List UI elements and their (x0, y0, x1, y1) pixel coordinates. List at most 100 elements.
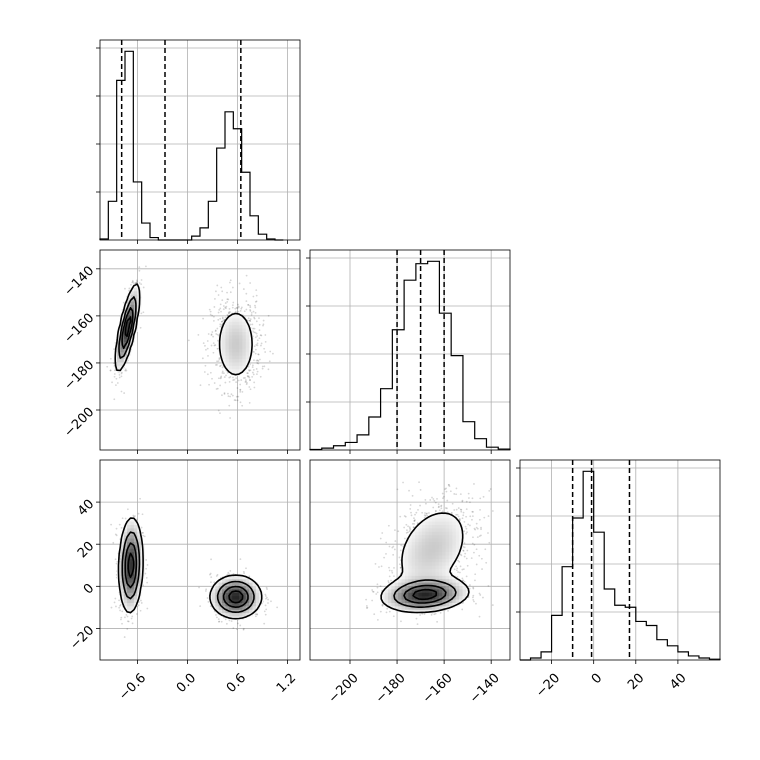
density-cell (137, 575, 142, 580)
density-cell (408, 609, 413, 614)
sample-point (250, 311, 253, 314)
sample-point (135, 281, 138, 284)
density-cell (130, 602, 135, 607)
sample-point (463, 546, 466, 549)
sample-point (218, 309, 221, 311)
sample-point (254, 613, 257, 616)
sample-point (239, 624, 242, 627)
density-cell (255, 592, 260, 597)
sample-point (381, 604, 384, 607)
sample-point (398, 563, 401, 566)
density-cell (137, 588, 142, 593)
density-cell (238, 578, 243, 583)
sample-point (142, 311, 145, 314)
sample-point (460, 510, 463, 513)
sample-point (247, 303, 250, 306)
density-cell (245, 609, 250, 614)
sample-point (137, 512, 140, 515)
sample-point (225, 307, 227, 310)
density-cell (123, 544, 128, 549)
sample-point (201, 357, 204, 360)
density-cell (218, 344, 223, 349)
joint-panel-p2-p3 (309, 459, 511, 661)
sample-point (421, 511, 424, 514)
hist-bars-p2 (309, 260, 511, 451)
sample-point (453, 568, 456, 571)
density-cell (232, 324, 237, 329)
sample-point (416, 623, 419, 626)
sample-point (199, 605, 202, 608)
density-cell (398, 598, 403, 603)
density-cell (228, 612, 233, 617)
sample-point (387, 581, 390, 584)
sample-point (243, 310, 246, 313)
density-cell (415, 609, 420, 614)
density-cell (222, 334, 227, 339)
density-cell (123, 338, 128, 343)
sample-point (210, 333, 213, 336)
sample-point (458, 571, 461, 574)
sample-point (217, 377, 220, 380)
density-cell (235, 365, 240, 370)
sample-point (267, 598, 269, 601)
density-cell (401, 598, 406, 603)
sample-point (121, 622, 123, 625)
sample-point (472, 594, 475, 597)
sample-point (407, 525, 409, 528)
sample-point (110, 523, 113, 526)
sample-point (456, 576, 459, 578)
density-cell (408, 605, 413, 610)
sample-point (250, 313, 253, 316)
sample-point (248, 369, 250, 371)
sample-point (221, 299, 224, 302)
density-cell (391, 595, 396, 600)
sample-point (120, 618, 122, 621)
density-cell (225, 598, 230, 603)
sample-point (394, 529, 396, 532)
sample-point (455, 569, 458, 572)
sample-point (126, 620, 129, 623)
sample-point (410, 511, 412, 514)
density-cell (411, 537, 416, 542)
density-cell (255, 602, 260, 607)
sample-point (210, 344, 213, 347)
density-cell (411, 598, 416, 603)
sample-point (459, 553, 462, 556)
sample-point (388, 575, 391, 578)
density-cell (232, 334, 237, 339)
contour-line-1 (118, 296, 137, 359)
density-cell (235, 351, 240, 356)
density-cell (401, 575, 406, 580)
sample-point (139, 609, 142, 612)
density-cell (401, 605, 406, 610)
density-cell (228, 365, 233, 370)
density-cell (232, 612, 237, 617)
sample-point (479, 508, 481, 511)
sample-point (187, 339, 190, 342)
density-cell (404, 605, 409, 610)
density-cell (404, 544, 409, 549)
sample-point (236, 307, 239, 310)
density-cell (252, 582, 257, 587)
density-cell (127, 588, 132, 593)
density-cell (225, 358, 230, 363)
sample-point (220, 376, 222, 379)
density-cell (123, 304, 128, 309)
density-cell (415, 565, 420, 570)
sample-point (255, 300, 258, 303)
density-cell (238, 575, 243, 580)
density-cell (394, 578, 399, 583)
density-cell (218, 582, 223, 587)
sample-point (146, 581, 149, 584)
density-cell (245, 331, 250, 336)
sample-point (482, 596, 484, 599)
density-cell (249, 598, 254, 603)
sample-point (262, 319, 265, 322)
sample-point (118, 373, 121, 376)
sample-point (213, 344, 216, 347)
density-cell (228, 361, 233, 366)
density-cell (133, 297, 138, 302)
sample-point (252, 368, 255, 371)
sample-point (252, 295, 255, 298)
density-cell (211, 595, 216, 600)
